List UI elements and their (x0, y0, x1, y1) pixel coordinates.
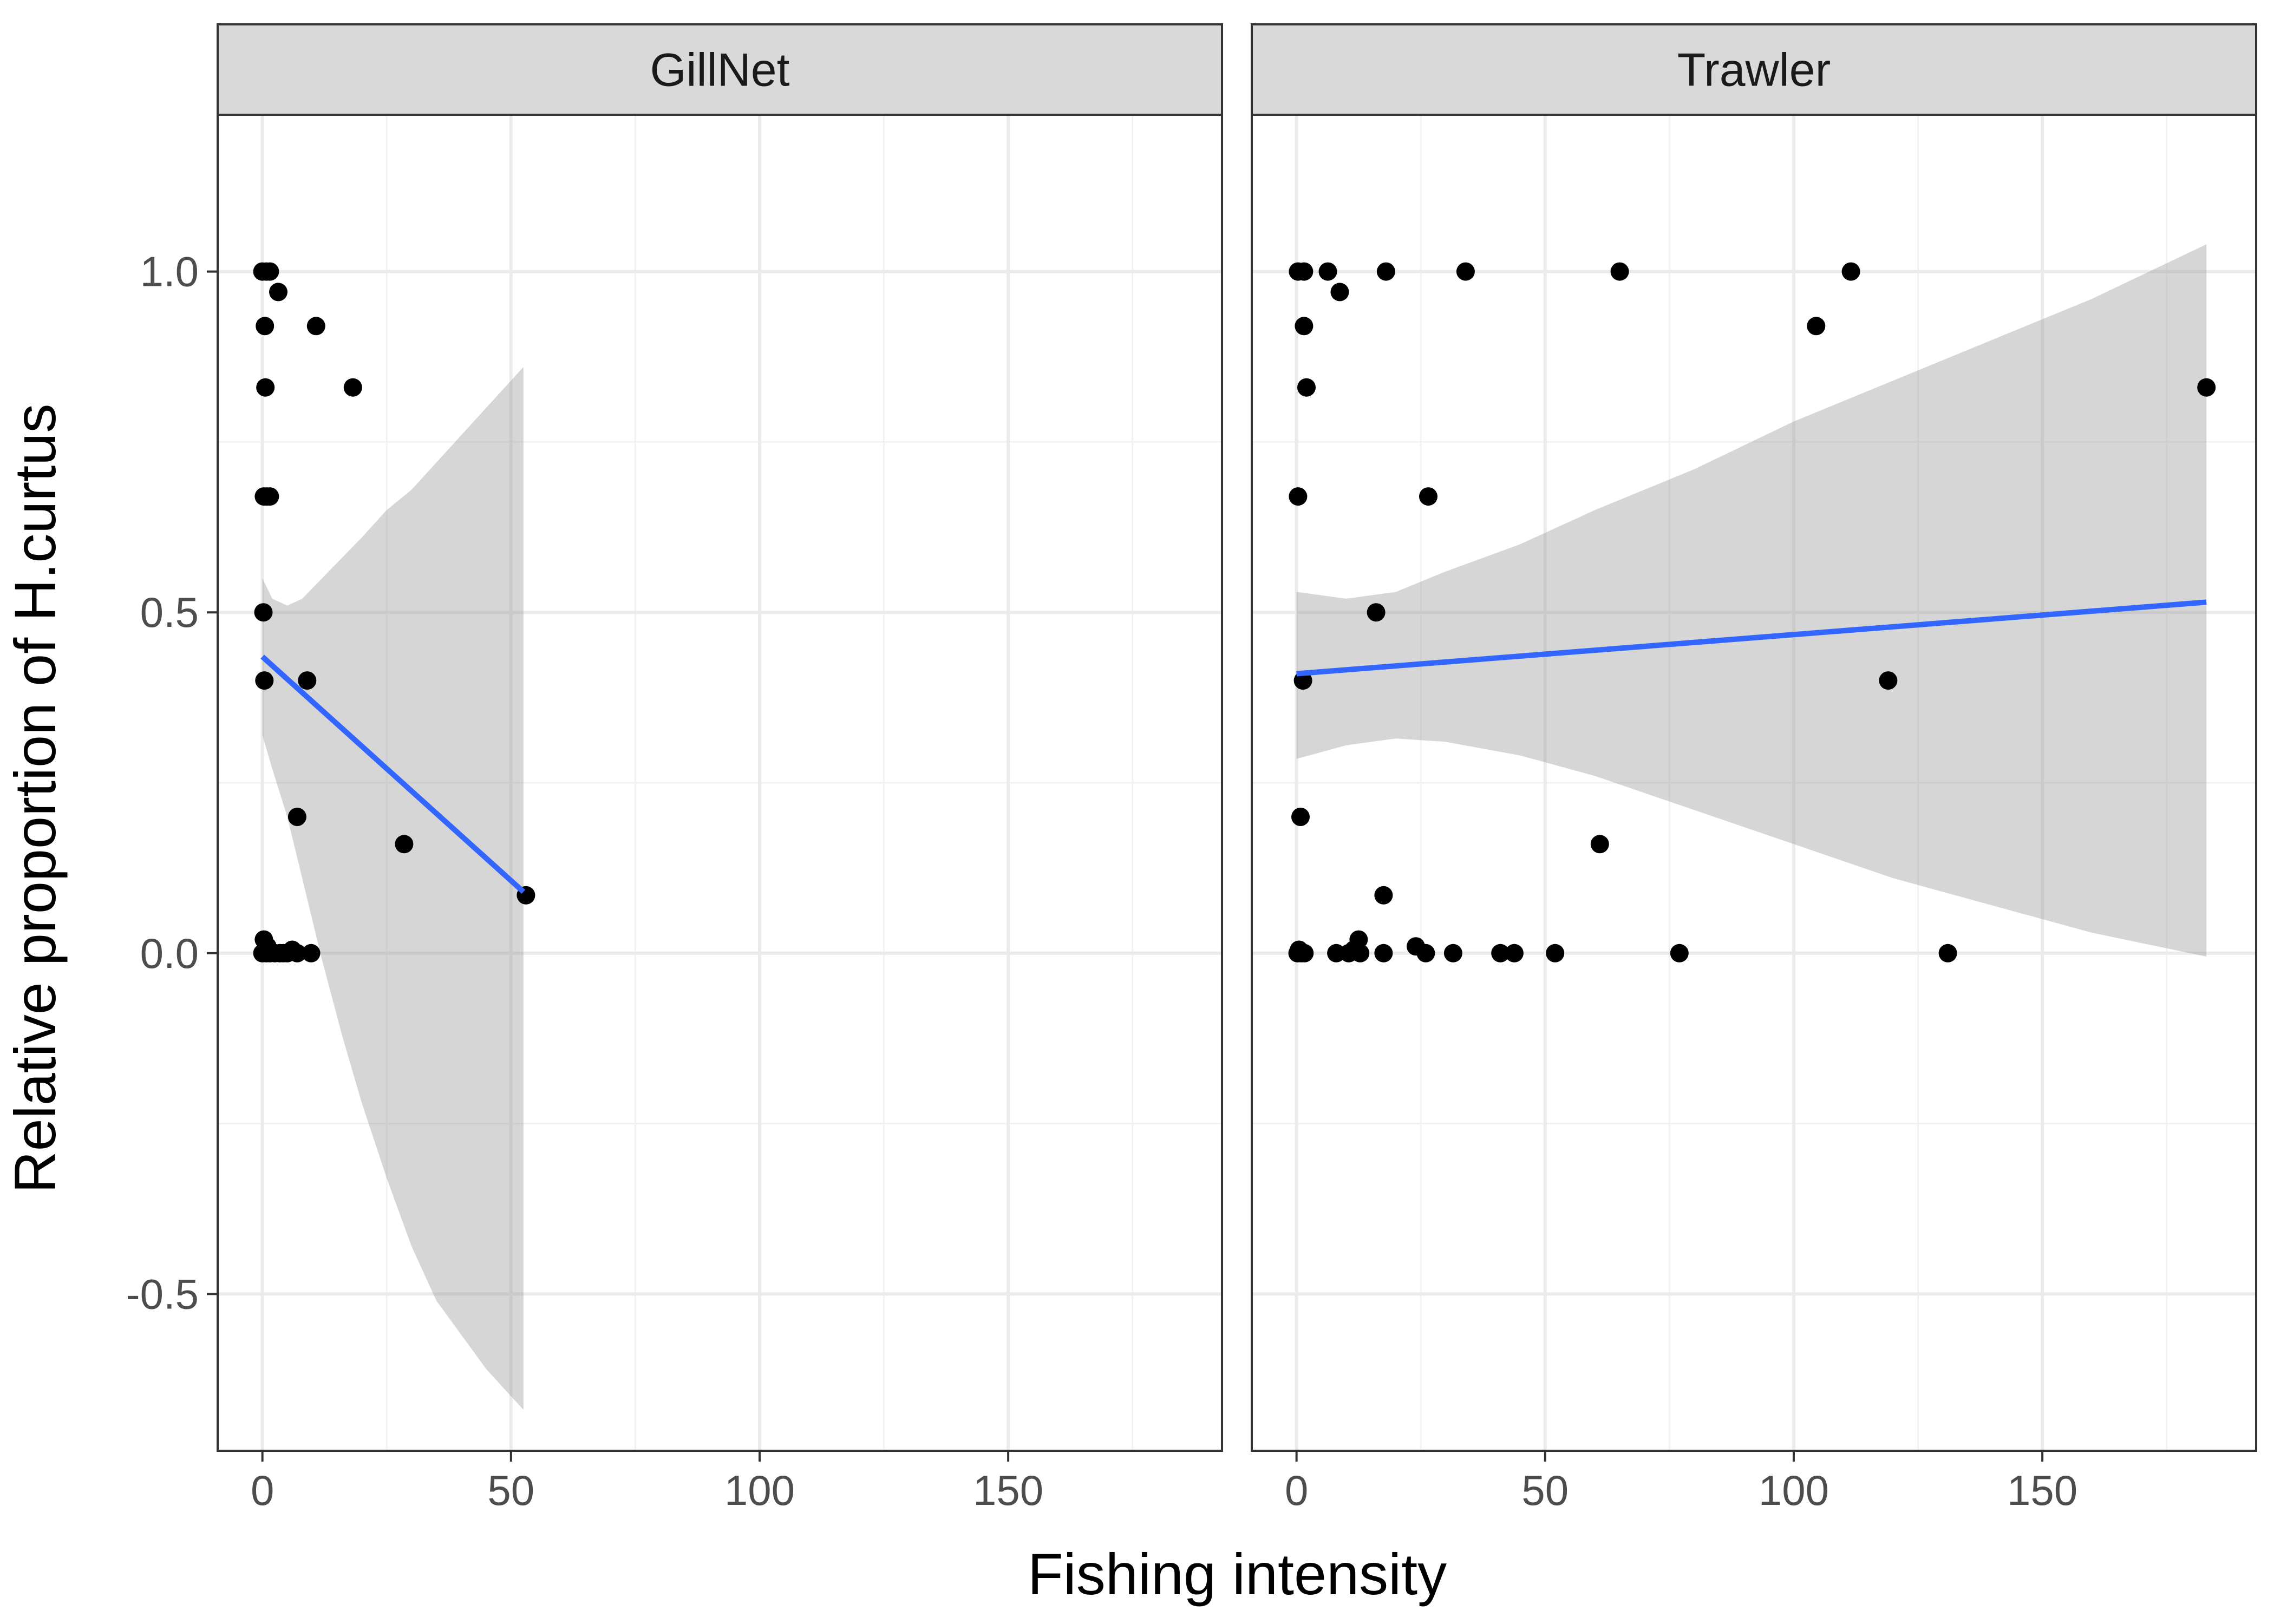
data-point (1456, 262, 1475, 281)
data-point (298, 671, 317, 690)
panel-border (1251, 114, 2257, 1452)
y-tick-label: 0.5 (140, 588, 199, 636)
regression-line (260, 654, 526, 894)
data-point (1349, 930, 1368, 949)
data-point (260, 262, 279, 281)
data-point (1807, 317, 1826, 336)
facet-strip (1251, 23, 2257, 116)
x-tick-label: 0 (251, 1466, 274, 1514)
facet-strip (217, 23, 1223, 116)
data-point (1841, 262, 1860, 281)
x-axis: 0 50 100 150 0 50 100 150 (251, 1451, 2077, 1514)
data-point (256, 378, 275, 397)
data-point (260, 487, 279, 506)
y-tick-label: -0.5 (126, 1270, 199, 1318)
data-point (1416, 944, 1435, 962)
data-point (306, 317, 325, 336)
data-point (343, 378, 362, 397)
y-axis-title: Relative proportion of H.curtus (2, 404, 68, 1194)
data-point (1297, 378, 1316, 397)
data-point (287, 944, 306, 962)
data-point (1295, 317, 1314, 336)
data-point (1938, 944, 1957, 962)
data-point (2197, 378, 2216, 397)
data-point (1374, 886, 1393, 905)
data-point (1289, 487, 1308, 506)
x-tick-label: 150 (973, 1466, 1043, 1514)
panel-border (217, 114, 1223, 1452)
data-point (302, 944, 321, 962)
x-tick-label: 50 (1521, 1466, 1569, 1514)
grid (218, 115, 1222, 1451)
confidence-band (262, 366, 524, 1410)
data-point (1318, 262, 1337, 281)
x-tick-label: 150 (2007, 1466, 2077, 1514)
data-point (1295, 262, 1314, 281)
data-point (1330, 283, 1349, 302)
data-point (1505, 944, 1524, 962)
regression-line (1296, 599, 2207, 677)
y-tick-label: 1.0 (140, 248, 199, 296)
x-tick-label: 100 (724, 1466, 795, 1514)
data-point (1546, 944, 1565, 962)
data-point (1419, 487, 1437, 506)
data-point (255, 671, 274, 690)
x-tick-label: 100 (1759, 1466, 1829, 1514)
data-point (1374, 944, 1393, 962)
data-point (1295, 944, 1314, 962)
facet-strip-label: Trawler (1677, 44, 1831, 96)
data-point (254, 603, 273, 622)
data-point (1351, 944, 1370, 962)
data-points (253, 262, 535, 962)
data-point (269, 283, 287, 302)
facet-strip-label: GillNet (650, 44, 789, 96)
panels-layer: GillNet Trawler (217, 23, 2257, 1452)
data-point (1376, 262, 1395, 281)
data-point (1443, 944, 1462, 962)
y-axis: 1.0 0.5 0.0 -0.5 (126, 248, 218, 1318)
x-axis-title: Fishing intensity (1028, 1541, 1447, 1607)
data-point (287, 808, 306, 826)
panel-gillnet: GillNet (217, 23, 1223, 1452)
x-tick-label: 50 (487, 1466, 534, 1514)
x-tick-label: 0 (1285, 1466, 1308, 1514)
panel-trawler: Trawler (1251, 23, 2257, 1452)
data-point (1879, 671, 1898, 690)
data-point (256, 317, 275, 336)
data-point (1610, 262, 1629, 281)
data-point (1590, 835, 1609, 854)
data-point (1291, 808, 1310, 826)
data-point (1670, 944, 1689, 962)
data-point (1367, 603, 1386, 622)
data-point (395, 835, 414, 854)
y-tick-label: 0.0 (140, 929, 199, 977)
confidence-band (1296, 244, 2207, 957)
data-point (1491, 944, 1510, 962)
